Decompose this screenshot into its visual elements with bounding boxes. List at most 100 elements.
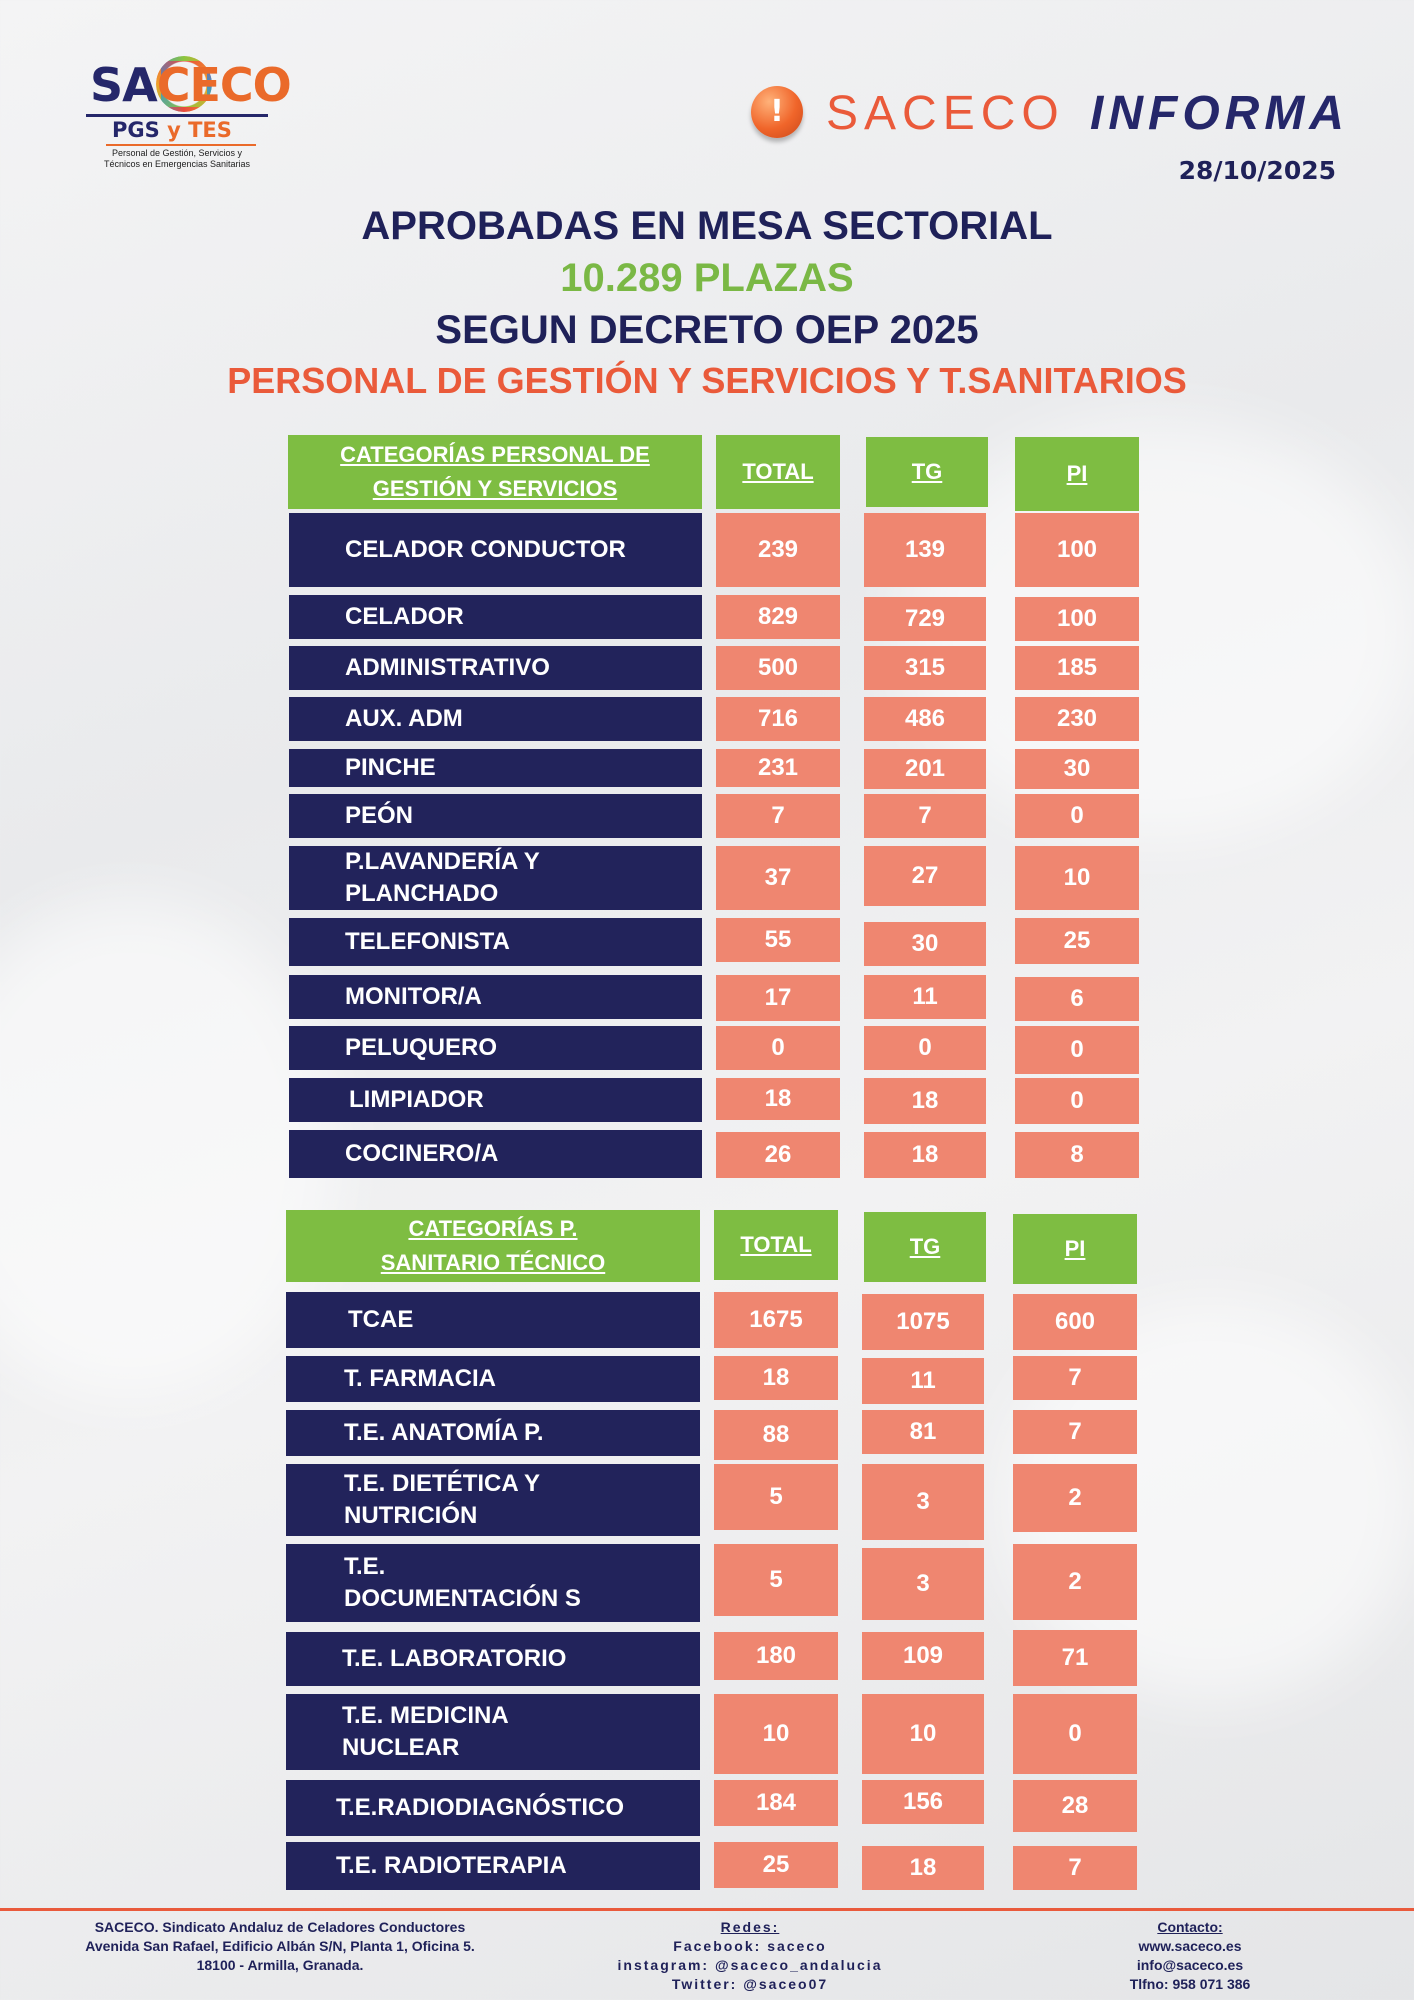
table2-row-tg: 18 — [862, 1846, 984, 1890]
table1-row-name: ADMINISTRATIVO — [289, 646, 702, 690]
logo-wordmark-b: CECO — [156, 58, 292, 112]
logo-wordmark: SACECO — [90, 62, 292, 108]
table1-row-name: PELUQUERO — [289, 1026, 702, 1070]
table2-row-total: 88 — [714, 1410, 838, 1460]
table2-row-name-line2: DOCUMENTACIÓN S — [344, 1585, 581, 1612]
table1-row-pi: 0 — [1015, 794, 1139, 838]
table1-row-name-line1: AUX. ADM — [345, 705, 463, 732]
table2-row-pi: 7 — [1013, 1410, 1137, 1454]
table2-header-pi: PI — [1013, 1214, 1137, 1284]
table2-row-name-line1: T.E. DIETÉTICA Y — [344, 1470, 541, 1497]
table2-row-tg: 1075 — [862, 1294, 984, 1350]
table2-row-name-line1: T.E. ANATOMÍA P. — [344, 1419, 544, 1446]
table1-row-total: 239 — [716, 513, 840, 587]
logo-underline-2 — [106, 144, 256, 146]
table2-row-pi: 7 — [1013, 1356, 1137, 1400]
footer-contact: Contacto: www.saceco.es info@saceco.es T… — [1090, 1918, 1290, 1994]
table1-row-tg: 11 — [864, 975, 986, 1019]
table1-row-tg: 30 — [864, 922, 986, 966]
table1-row-tg: 201 — [864, 749, 986, 789]
table1-row-pi: 8 — [1015, 1132, 1139, 1178]
table2-row-pi: 2 — [1013, 1464, 1137, 1532]
table2-header-category-line2: SANITARIO TÉCNICO — [380, 1250, 606, 1275]
table1-row-pi: 0 — [1015, 1026, 1139, 1074]
table1-row-name-line1: CELADOR — [345, 603, 464, 630]
table1-row-pi: 0 — [1015, 1078, 1139, 1124]
table2-row-name: T. FARMACIA — [286, 1356, 700, 1402]
table1-row-pi: 30 — [1015, 749, 1139, 789]
table2-row-tg: 109 — [862, 1632, 984, 1680]
brand-informa: INFORMA — [1090, 87, 1349, 140]
table1-header-total: TOTAL — [716, 435, 840, 509]
table1-row-total: 716 — [716, 697, 840, 741]
footer-facebook[interactable]: Facebook: saceco — [673, 1938, 827, 1954]
table1-row-pi: 25 — [1015, 918, 1139, 964]
table1-row-tg: 27 — [864, 846, 986, 906]
table1-row-name-line1: PINCHE — [345, 754, 436, 781]
table2-row-name: T.E. LABORATORIO — [286, 1632, 700, 1686]
table2-row-name-line1: TCAE — [348, 1306, 414, 1333]
logo-caption: Personal de Gestión, Servicios y Técnico… — [86, 148, 268, 170]
table1-header-pi: PI — [1015, 437, 1139, 511]
table1-row-name: CELADOR CONDUCTOR — [289, 513, 702, 587]
table1-row-total: 18 — [716, 1078, 840, 1120]
table2-row-name-line1: T.E. MEDICINA — [342, 1702, 509, 1729]
table1-row-tg: 139 — [864, 513, 986, 587]
table2-row-tg: 81 — [862, 1410, 984, 1454]
logo-caption-line2: Técnicos en Emergencias Sanitarias — [103, 159, 251, 169]
title-plazas: 10.289 PLAZAS — [560, 256, 854, 300]
table2-row-pi: 2 — [1013, 1544, 1137, 1620]
footer-contact-heading: Contacto: — [1157, 1919, 1223, 1935]
footer-social-heading: Redes: — [720, 1919, 780, 1935]
title-line-3: SEGUN DECRETO OEP 2025 — [435, 308, 979, 352]
title-line-1: APROBADAS EN MESA SECTORIAL — [361, 204, 1053, 248]
table1-row-name-line1: P.LAVANDERÍA Y — [345, 848, 540, 875]
table2-row-tg: 10 — [862, 1694, 984, 1774]
table2-row-name-line1: T.E. LABORATORIO — [342, 1645, 567, 1672]
table1-row-tg: 7 — [864, 794, 986, 838]
table2-row-total: 18 — [714, 1356, 838, 1400]
table1-row-tg: 729 — [864, 597, 986, 641]
table1-row-name: TELEFONISTA — [289, 918, 702, 966]
table1-row-total: 37 — [716, 846, 840, 910]
table2-row-pi: 0 — [1013, 1694, 1137, 1774]
table1-row-name-line1: PELUQUERO — [345, 1034, 498, 1061]
table1-row-name-line1: PEÓN — [345, 802, 414, 829]
table1-row-name-line1: COCINERO/A — [345, 1140, 499, 1167]
footer-website-link[interactable]: www.saceco.es — [1138, 1938, 1242, 1954]
logo-underline — [86, 114, 268, 117]
table2-header-total: TOTAL — [714, 1210, 838, 1280]
table2-row-pi: 28 — [1013, 1780, 1137, 1832]
table2-row-tg: 11 — [862, 1358, 984, 1404]
table2-row-total: 5 — [714, 1464, 838, 1530]
saceco-logo: SACECO PGS y TES Personal de Gestión, Se… — [86, 56, 292, 177]
table1-row-name-line2: PLANCHADO — [345, 880, 499, 907]
table1-row-pi: 185 — [1015, 646, 1139, 690]
footer-address: SACECO. Sindicato Andaluz de Celadores C… — [50, 1918, 510, 1975]
table2-row-name-line2: NUCLEAR — [342, 1734, 460, 1761]
table2-row-name-line1: T.E. RADIOTERAPIA — [336, 1852, 567, 1879]
footer-instagram[interactable]: instagram: @saceco_andalucia — [617, 1957, 883, 1973]
table2-row-total: 5 — [714, 1544, 838, 1616]
table1-row-tg: 18 — [864, 1078, 986, 1124]
brand-name: SACECO — [826, 87, 1065, 140]
table1-row-total: 829 — [716, 595, 840, 639]
footer-twitter[interactable]: Twitter: @saceo07 — [671, 1976, 829, 1992]
table1-row-total: 0 — [716, 1026, 840, 1070]
footer-social: Redes: Facebook: saceco instagram: @sace… — [560, 1918, 940, 1994]
alert-icon: ! — [751, 86, 803, 138]
table1-row-total: 7 — [716, 794, 840, 838]
table1-row-total: 231 — [716, 749, 840, 787]
logo-sub-b: y TES — [167, 118, 232, 142]
table1-header-category-line1: CATEGORÍAS PERSONAL DE — [340, 442, 650, 467]
table1-row-tg: 18 — [864, 1132, 986, 1178]
table1-header-tg: TG — [866, 437, 988, 507]
footer-email-link[interactable]: info@saceco.es — [1136, 1957, 1244, 1973]
table1-row-total: 17 — [716, 975, 840, 1021]
table2-row-total: 184 — [714, 1780, 838, 1826]
table1-header-category: CATEGORÍAS PERSONAL DE GESTIÓN Y SERVICI… — [288, 435, 702, 509]
table1-row-total: 500 — [716, 646, 840, 690]
logo-sub-a: PGS — [112, 118, 160, 142]
logo-caption-line1: Personal de Gestión, Servicios y — [111, 148, 243, 158]
table2-header-category: CATEGORÍAS P. SANITARIO TÉCNICO — [286, 1210, 700, 1282]
